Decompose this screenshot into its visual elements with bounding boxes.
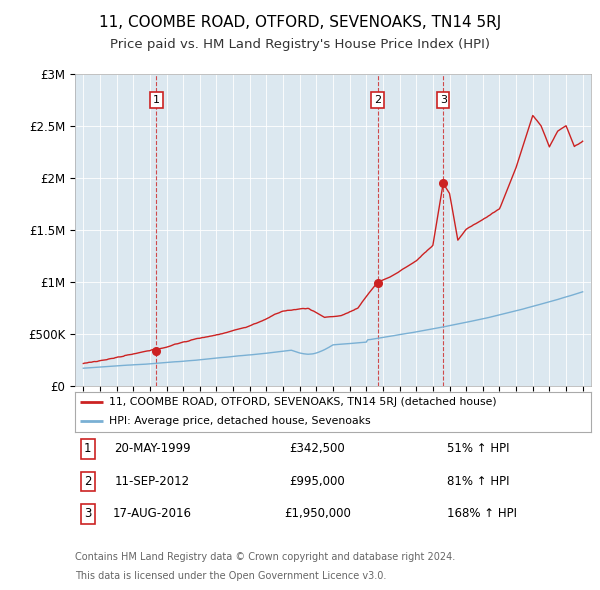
Text: 168% ↑ HPI: 168% ↑ HPI — [446, 507, 517, 520]
Text: 20-MAY-1999: 20-MAY-1999 — [114, 442, 191, 455]
Text: 11-SEP-2012: 11-SEP-2012 — [115, 475, 190, 488]
Text: £1,950,000: £1,950,000 — [284, 507, 351, 520]
Text: 2: 2 — [84, 475, 92, 488]
Text: 81% ↑ HPI: 81% ↑ HPI — [446, 475, 509, 488]
Text: £995,000: £995,000 — [290, 475, 346, 488]
Text: 11, COOMBE ROAD, OTFORD, SEVENOAKS, TN14 5RJ: 11, COOMBE ROAD, OTFORD, SEVENOAKS, TN14… — [99, 15, 501, 30]
Text: 51% ↑ HPI: 51% ↑ HPI — [446, 442, 509, 455]
Text: 3: 3 — [440, 95, 446, 105]
Text: 11, COOMBE ROAD, OTFORD, SEVENOAKS, TN14 5RJ (detached house): 11, COOMBE ROAD, OTFORD, SEVENOAKS, TN14… — [109, 397, 496, 407]
Text: Price paid vs. HM Land Registry's House Price Index (HPI): Price paid vs. HM Land Registry's House … — [110, 38, 490, 51]
Text: This data is licensed under the Open Government Licence v3.0.: This data is licensed under the Open Gov… — [75, 571, 386, 581]
Text: HPI: Average price, detached house, Sevenoaks: HPI: Average price, detached house, Seve… — [109, 417, 370, 427]
Text: 1: 1 — [84, 442, 92, 455]
Text: 3: 3 — [84, 507, 92, 520]
Text: 17-AUG-2016: 17-AUG-2016 — [113, 507, 192, 520]
Text: Contains HM Land Registry data © Crown copyright and database right 2024.: Contains HM Land Registry data © Crown c… — [75, 552, 455, 562]
Text: 2: 2 — [374, 95, 382, 105]
Text: 1: 1 — [153, 95, 160, 105]
Text: £342,500: £342,500 — [290, 442, 346, 455]
